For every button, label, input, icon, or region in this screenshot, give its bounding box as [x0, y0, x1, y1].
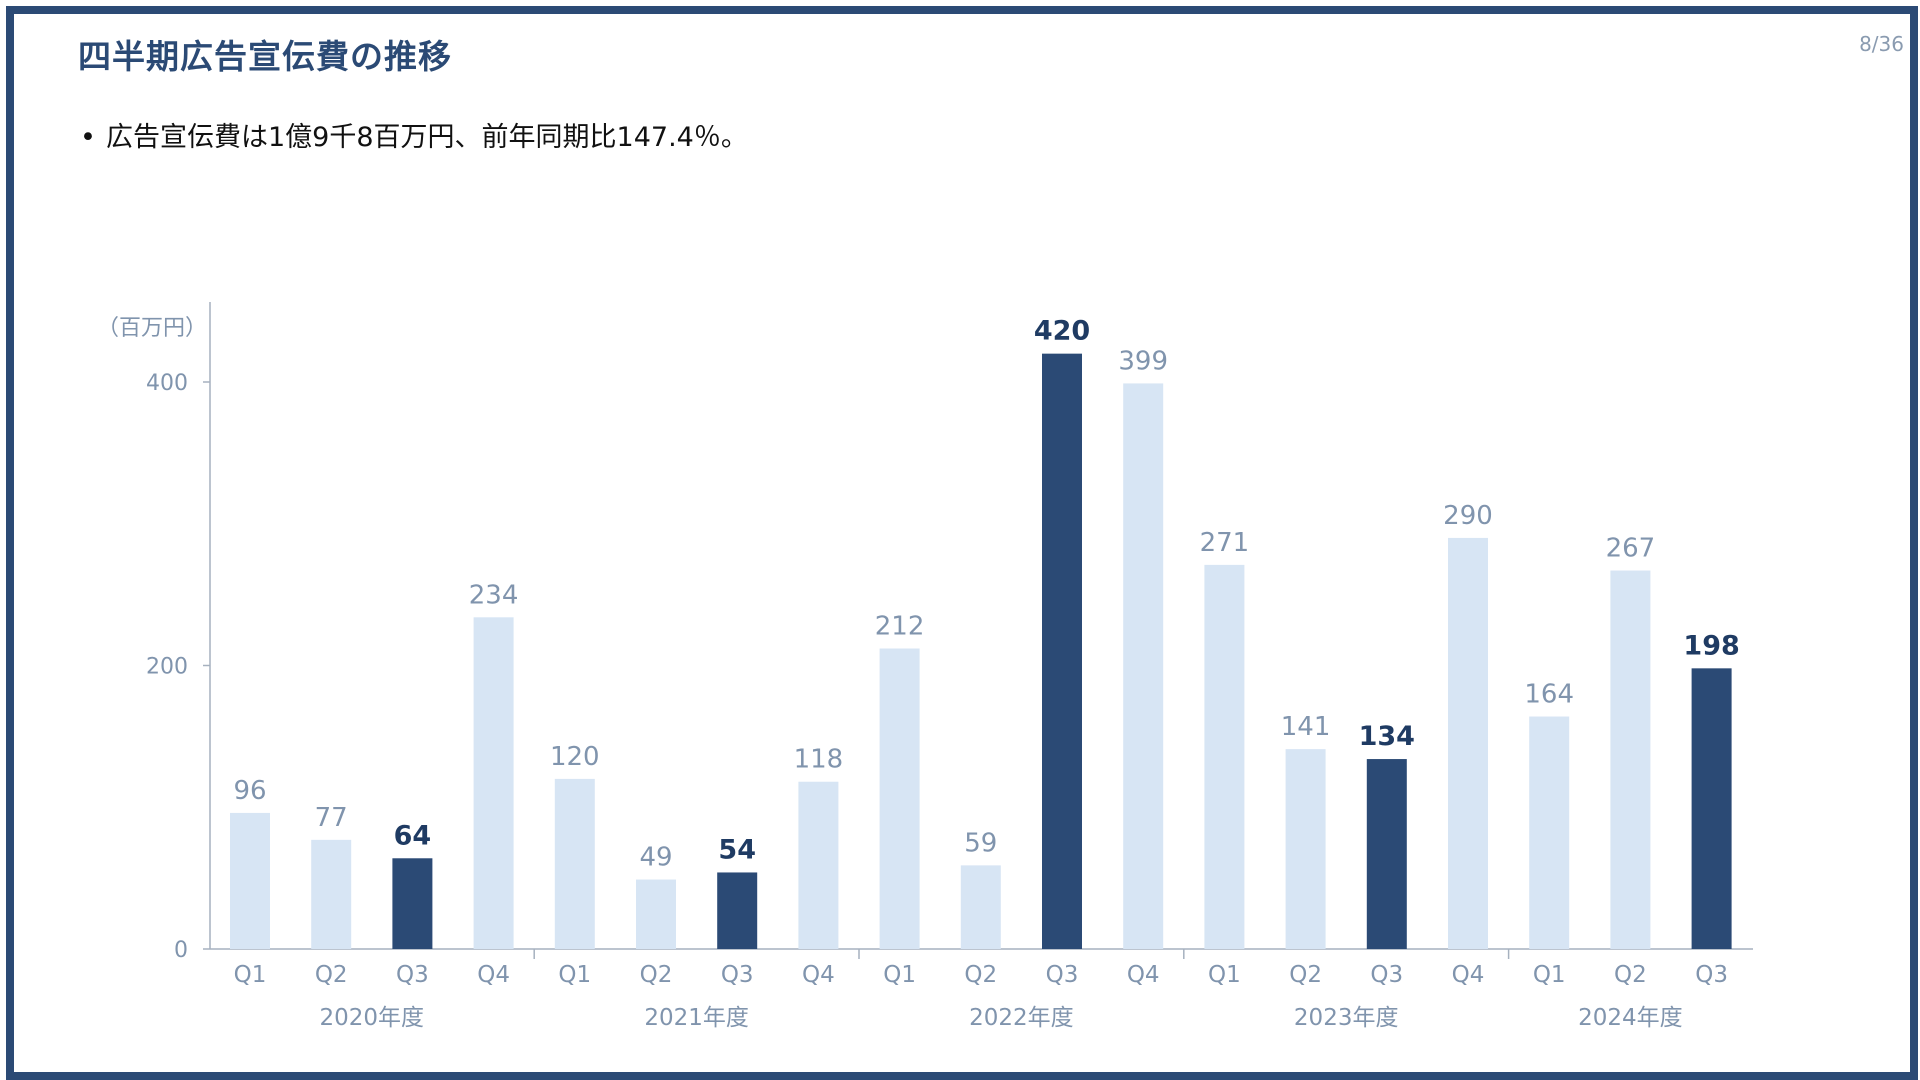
x-category-label: Q2: [964, 962, 997, 988]
bar: [554, 778, 595, 949]
x-category-label: Q2: [640, 962, 673, 988]
x-category-label: Q3: [1046, 962, 1079, 988]
x-category-label: Q1: [558, 962, 591, 988]
x-category-label: Q3: [1370, 962, 1403, 988]
x-group-label: 2022年度: [969, 1005, 1074, 1031]
data-label: 399: [1118, 346, 1168, 376]
bar: [1123, 383, 1164, 950]
data-label: 54: [718, 834, 756, 865]
x-group-label: 2021年度: [644, 1005, 749, 1031]
bar: [960, 865, 1001, 949]
y-unit-label: （百万円）: [97, 316, 207, 341]
data-label: 141: [1281, 712, 1331, 742]
slide-title: 四半期広告宣伝費の推移: [78, 37, 452, 76]
data-label: 290: [1443, 501, 1493, 531]
x-category-label: Q1: [1208, 962, 1241, 988]
x-category-label: Q4: [802, 962, 835, 988]
data-label: 120: [550, 742, 600, 772]
x-group-label: 2024年度: [1578, 1005, 1683, 1031]
x-group-label: 2023年度: [1294, 1005, 1399, 1031]
x-category-label: Q3: [396, 962, 429, 988]
bullet-dot-icon: •: [80, 122, 96, 153]
x-category-label: Q3: [721, 962, 754, 988]
y-tick-label: 0: [174, 938, 188, 963]
data-label: 49: [639, 843, 672, 873]
data-label: 64: [394, 820, 432, 851]
data-label: 96: [233, 776, 266, 806]
x-category-label: Q4: [1452, 962, 1485, 988]
bar: [1448, 537, 1488, 949]
data-label: 77: [315, 803, 348, 833]
y-tick-label: 200: [146, 655, 188, 680]
bar: [879, 648, 920, 949]
bar-highlighted: [392, 858, 433, 949]
x-category-label: Q1: [234, 962, 267, 988]
summary-text: 広告宣伝費は1億9千8百万円、前年同期比147.4％。: [106, 122, 748, 153]
bar-highlighted: [1691, 668, 1732, 949]
x-category-label: Q2: [1289, 962, 1322, 988]
x-category-label: Q1: [883, 962, 916, 988]
x-group-label: 2020年度: [320, 1005, 425, 1031]
bar: [636, 879, 676, 949]
bar: [798, 781, 839, 949]
summary-bullet: • 広告宣伝費は1億9千8百万円、前年同期比147.4％。: [80, 115, 748, 154]
bar: [1285, 749, 1326, 949]
page-number: 8/36: [1859, 32, 1904, 56]
y-tick-label: 400: [146, 371, 188, 396]
data-label: 267: [1606, 534, 1656, 564]
bar: [1610, 570, 1651, 949]
bar-highlighted: [717, 872, 758, 949]
data-label: 420: [1034, 316, 1090, 347]
bar: [1204, 564, 1245, 949]
data-label: 118: [794, 745, 844, 775]
data-label: 59: [964, 828, 997, 858]
data-label: 198: [1683, 630, 1739, 661]
bar-highlighted: [1366, 759, 1407, 949]
bar: [1529, 716, 1570, 949]
data-label: 234: [469, 580, 519, 610]
data-label: 134: [1359, 721, 1415, 752]
bar: [473, 617, 514, 949]
data-label: 271: [1200, 528, 1250, 558]
data-label: 164: [1524, 680, 1574, 710]
x-category-label: Q1: [1533, 962, 1566, 988]
bar: [311, 839, 352, 949]
bar: [230, 812, 270, 949]
x-category-label: Q3: [1695, 962, 1728, 988]
x-category-label: Q4: [477, 962, 510, 988]
x-category-label: Q4: [1127, 962, 1160, 988]
bar-highlighted: [1042, 353, 1082, 949]
data-label: 212: [875, 611, 925, 641]
x-category-label: Q2: [315, 962, 348, 988]
x-category-label: Q2: [1614, 962, 1647, 988]
